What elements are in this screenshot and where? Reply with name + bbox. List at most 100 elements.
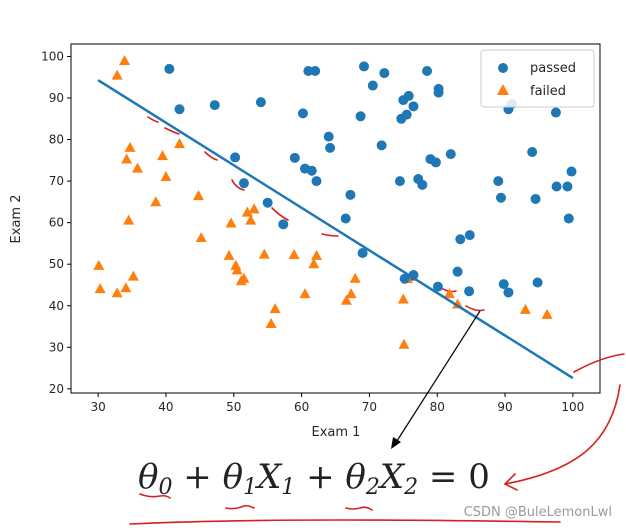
failed-point (345, 288, 357, 299)
axes-frame (70, 43, 601, 394)
failed-point (443, 288, 455, 299)
failed-point (269, 303, 281, 314)
underline-theta0 (139, 493, 171, 499)
failed-point (288, 249, 300, 260)
decision-boundary-line (97, 79, 574, 380)
hand-dash-4 (231, 179, 245, 191)
failed-point (121, 153, 133, 164)
passed-point (430, 157, 441, 168)
passed-point (297, 108, 308, 119)
y-tick-label: 40 (49, 299, 64, 313)
y-tick-label: 20 (49, 382, 64, 396)
hand-dash-1 (147, 116, 159, 123)
passed-point (503, 287, 514, 298)
failed-point (258, 248, 270, 259)
passed-point (255, 97, 266, 108)
x-axis-ticks: 30 40 50 60 70 80 90 100 (90, 393, 584, 414)
failed-point (248, 203, 260, 214)
legend-box (480, 49, 595, 108)
passed-point (452, 266, 463, 277)
y-tick-label: 50 (49, 257, 64, 271)
hand-dash-3 (204, 151, 218, 161)
failed-point (241, 206, 253, 217)
failed-point (223, 249, 235, 260)
legend-passed-marker (498, 63, 508, 73)
failed-point (160, 170, 172, 181)
failed-point (245, 214, 257, 225)
failed-point (340, 294, 352, 305)
x-tick-label: 30 (90, 400, 105, 414)
passed-point (230, 152, 241, 163)
failed-point (231, 264, 243, 275)
legend-failed-marker (497, 84, 509, 95)
passed-point (278, 219, 289, 230)
failed-point (349, 272, 361, 283)
x-tick-label: 70 (362, 400, 377, 414)
passed-point (498, 279, 509, 290)
failed-point (111, 287, 123, 298)
y-tick-label: 100 (41, 49, 64, 63)
annotation-arrow (391, 310, 481, 449)
passed-point (325, 142, 336, 153)
passed-point (433, 87, 444, 98)
failed-point (93, 259, 105, 270)
failed-point (225, 217, 237, 228)
hand-curve-big (504, 384, 621, 485)
passed-point (408, 101, 419, 112)
passed-point (367, 80, 378, 91)
failed-point (398, 338, 410, 349)
hand-curve-right (573, 353, 625, 373)
underline-theta2 (345, 506, 373, 511)
series-failed (93, 55, 553, 349)
y-axis-ticks: 20 30 40 50 60 70 80 90 100 (41, 49, 71, 396)
failed-point (119, 55, 131, 66)
passed-point (445, 149, 456, 160)
failed-point (131, 162, 143, 173)
failed-point (195, 232, 207, 243)
passed-point (376, 140, 387, 151)
passed-point (464, 230, 475, 241)
passed-point (455, 234, 466, 245)
passed-point (530, 193, 541, 204)
legend-passed-label: passed (530, 61, 576, 76)
series-passed (164, 61, 577, 298)
passed-point (164, 63, 175, 74)
passed-point (422, 66, 433, 77)
passed-point (417, 179, 428, 190)
passed-point (493, 176, 504, 187)
failed-point (238, 272, 250, 283)
y-tick-label: 60 (49, 216, 64, 230)
passed-point (340, 213, 351, 224)
passed-point (311, 176, 322, 187)
hand-dash-2 (164, 127, 180, 135)
passed-point (238, 178, 249, 189)
watermark-text: CSDN @BuleLemonLwl (464, 505, 612, 520)
failed-point (120, 282, 132, 293)
legend: passed failed (480, 49, 595, 108)
passed-point (527, 147, 538, 158)
failed-point (311, 249, 323, 260)
failed-point (124, 141, 136, 152)
y-tick-label: 30 (49, 340, 64, 354)
passed-point (262, 197, 273, 208)
passed-point (289, 152, 300, 163)
passed-point (323, 131, 334, 142)
failed-point (397, 293, 409, 304)
passed-point (357, 247, 368, 258)
hand-dash-5 (271, 207, 289, 221)
y-tick-label: 80 (49, 133, 64, 147)
passed-point (401, 109, 412, 120)
passed-point (532, 277, 543, 288)
x-axis-label: Exam 1 (312, 425, 361, 440)
hand-dash-6 (321, 233, 339, 237)
x-tick-label: 40 (158, 400, 173, 414)
passed-point (379, 68, 390, 79)
y-tick-label: 90 (49, 91, 64, 105)
passed-point (358, 61, 369, 72)
passed-point (209, 100, 220, 111)
failed-point (541, 308, 553, 319)
hand-dash-9 (465, 305, 485, 312)
legend-failed-label: failed (530, 84, 566, 99)
